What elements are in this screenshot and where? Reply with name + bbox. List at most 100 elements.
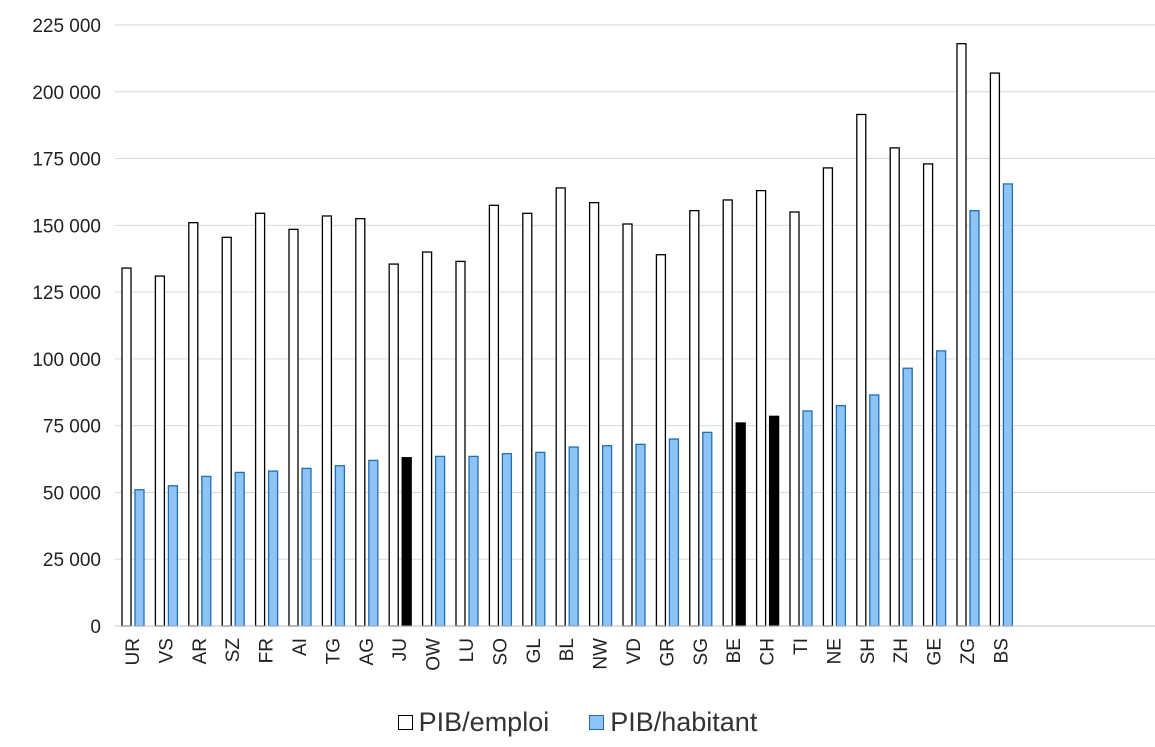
bar-pib-habitant (401, 457, 412, 627)
bar-pib-habitant (969, 209, 980, 627)
bar-pib-emploi (655, 254, 667, 627)
bar-pib-emploi (922, 163, 934, 627)
bar-pib-habitant (1002, 183, 1014, 627)
bar-pib-habitant (267, 470, 279, 627)
legend-label-emploi: PIB/emploi (418, 706, 550, 737)
bar-pib-habitant (735, 422, 746, 627)
x-category-label: SG (691, 638, 712, 665)
x-category-label: BE (724, 638, 745, 663)
bar-pib-emploi (188, 222, 199, 627)
x-category-label: TG (323, 638, 344, 664)
y-tick-label: 50 000 (43, 483, 101, 504)
bar-pib-emploi (588, 201, 600, 627)
bar-pib-emploi (388, 263, 399, 627)
bar-pib-emploi (755, 189, 767, 627)
bar-pib-habitant (702, 431, 713, 627)
y-tick-label: 150 000 (32, 216, 101, 237)
x-category-label: VD (624, 638, 645, 664)
bar-pib-habitant (301, 467, 312, 627)
bar-pib-emploi (622, 223, 633, 627)
bar-pib-habitant (535, 451, 546, 627)
x-category-label: SH (858, 638, 879, 664)
legend-item-emploi: PIB/emploi (397, 706, 550, 738)
x-category-label: NE (824, 638, 845, 664)
bar-pib-habitant (201, 475, 212, 627)
bar-pib-habitant (768, 415, 780, 627)
bar-pib-habitant (134, 489, 145, 627)
y-tick-label: 25 000 (43, 550, 101, 571)
bar-pib-habitant (835, 404, 847, 627)
x-category-label: ZG (958, 638, 979, 664)
bar-pib-habitant (869, 394, 880, 627)
bar-pib-habitant (167, 485, 179, 627)
bar-pib-emploi (221, 236, 232, 627)
x-category-label: JU (390, 638, 411, 661)
bar-pib-emploi (154, 275, 166, 627)
bar-pib-emploi (421, 251, 433, 627)
bar-pib-habitant (434, 455, 446, 627)
x-category-label: BL (557, 638, 578, 661)
legend-swatch-emploi (397, 714, 413, 730)
bar-pib-habitant (935, 350, 947, 627)
bar-pib-emploi (856, 113, 867, 627)
x-category-label: GL (524, 638, 545, 663)
bar-pib-emploi (455, 260, 466, 627)
bar-pib-emploi (889, 147, 900, 627)
bar-pib-emploi (689, 209, 700, 627)
bar-pib-emploi (789, 211, 800, 627)
bar-pib-habitant (334, 465, 346, 627)
legend-item-habitant: PIB/habitant (589, 707, 757, 738)
bar-pib-habitant (802, 410, 813, 627)
legend-swatch-habitant (589, 714, 605, 730)
gridlines (115, 24, 1155, 560)
bar-pib-emploi (555, 187, 566, 627)
x-category-label: AI (290, 638, 311, 656)
y-tick-label: 175 000 (32, 150, 101, 171)
bar-pib-emploi (722, 199, 733, 627)
bar-pib-habitant (902, 367, 913, 627)
bar-pib-habitant (568, 446, 579, 627)
bar-chart: 0 25 000 50 000 75 000 100 000 125 000 150 000… (32, 16, 1155, 671)
y-tick-label: 200 000 (32, 83, 101, 104)
bar-pib-habitant (635, 443, 646, 627)
y-tick-label: 125 000 (32, 283, 101, 304)
bar-pib-emploi (254, 212, 266, 627)
x-category-label: AR (190, 638, 211, 664)
bar-pib-emploi (822, 167, 834, 627)
bar-pib-habitant (234, 471, 245, 627)
x-axis-category-labels: UR VS AR SZ FR AI TG AG JU OW LU SO GL BL NW VD GR SG BE CH… (123, 638, 1012, 671)
bar-pib-habitant (468, 455, 479, 627)
x-category-label: TI (791, 638, 812, 655)
bar-pib-emploi (355, 218, 366, 627)
legend-label-habitant: PIB/habitant (610, 706, 758, 737)
bar-pib-emploi (522, 212, 533, 627)
x-category-label: SO (490, 638, 511, 665)
bar-pib-emploi (321, 215, 333, 627)
bar-pib-habitant (668, 438, 680, 627)
x-category-label: OW (424, 638, 445, 671)
x-category-label: VS (156, 638, 177, 663)
bars (121, 43, 1014, 627)
x-category-label: BS (991, 638, 1012, 663)
bar-pib-emploi (989, 72, 1001, 627)
y-tick-label: 0 (90, 617, 101, 638)
y-tick-label: 225 000 (32, 16, 101, 37)
bar-pib-habitant (368, 459, 379, 627)
legend: PIB/emploi PIB/habitant (0, 702, 1155, 742)
bar-pib-habitant (601, 445, 613, 627)
bar-pib-emploi (288, 228, 299, 627)
x-category-label: GE (925, 638, 946, 665)
y-tick-label: 75 000 (43, 417, 101, 438)
x-category-label: ZH (891, 638, 912, 663)
x-category-label: LU (457, 638, 478, 662)
x-category-label: FR (257, 638, 278, 663)
bar-pib-emploi (488, 204, 500, 627)
x-category-label: NW (591, 638, 612, 670)
x-category-label: GR (657, 638, 678, 667)
bar-pib-emploi (121, 267, 132, 627)
bar-pib-habitant (501, 453, 513, 627)
x-category-label: UR (123, 638, 144, 665)
y-tick-label: 100 000 (32, 350, 101, 371)
x-category-label: CH (758, 638, 779, 665)
x-category-label: SZ (223, 638, 244, 663)
